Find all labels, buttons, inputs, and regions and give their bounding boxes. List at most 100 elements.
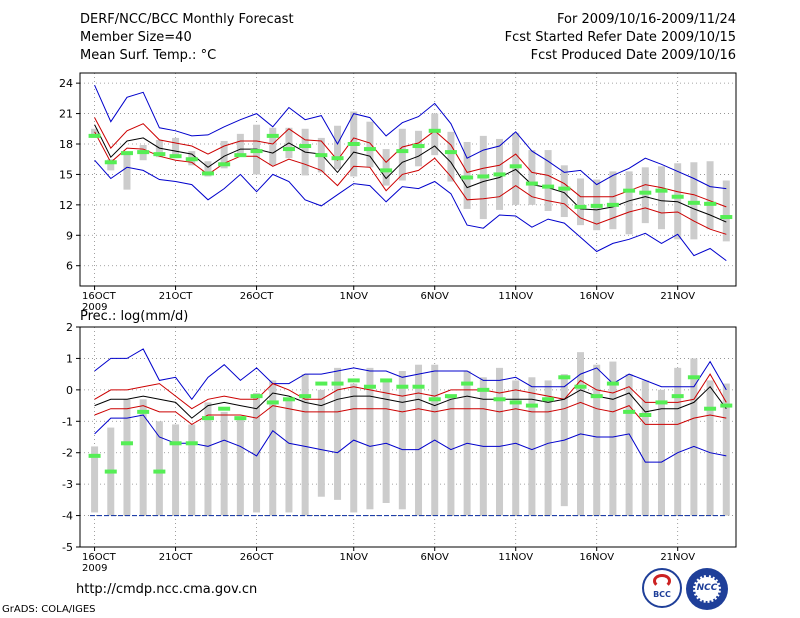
temp-observed-marker bbox=[234, 153, 247, 158]
temp-ytick-label: 24 bbox=[59, 77, 73, 90]
prec-ytick-label: 0 bbox=[66, 384, 73, 397]
prec-observed-marker bbox=[525, 403, 538, 408]
prec-observed-marker bbox=[250, 394, 263, 399]
temp-observed-marker bbox=[671, 194, 684, 199]
temp-spread-box bbox=[609, 171, 617, 230]
prec-observed-marker bbox=[493, 397, 506, 402]
chart-title: DERF/NCC/BCC Monthly Forecast bbox=[80, 12, 294, 27]
prec-observed-marker bbox=[655, 400, 668, 405]
temp-observed-marker bbox=[574, 204, 587, 209]
prec-spread-box bbox=[528, 377, 536, 516]
prec-spread-box bbox=[447, 396, 455, 516]
prec-observed-marker bbox=[639, 413, 652, 417]
temp-observed-marker bbox=[477, 174, 490, 179]
prec-observed-marker bbox=[477, 387, 490, 392]
prec-spread-box bbox=[625, 374, 633, 516]
prec-ytick-label: -2 bbox=[62, 447, 73, 460]
prec-frame bbox=[79, 326, 737, 548]
temp-observed-marker bbox=[185, 157, 198, 162]
temp-observed-marker bbox=[655, 188, 668, 193]
temp-observed-marker bbox=[218, 162, 231, 167]
variable-label: Mean Surf. Temp.: °C bbox=[80, 48, 217, 63]
prec-max-line bbox=[94, 348, 727, 401]
prec-xtick-label: 26OCT bbox=[240, 552, 275, 563]
ncc-logo-globe-icon bbox=[693, 575, 721, 603]
prec-xtick-label: 11NOV bbox=[498, 552, 533, 563]
temp-observed-marker bbox=[461, 175, 474, 180]
temp-spread-box bbox=[220, 140, 228, 169]
prec-spread-box bbox=[317, 389, 325, 497]
temp-observed-marker bbox=[201, 171, 214, 176]
prec-spread-box bbox=[382, 380, 390, 503]
temp-observed-marker bbox=[412, 144, 425, 149]
prec-observed-marker bbox=[266, 400, 279, 405]
prec-year-label: 2009 bbox=[82, 563, 107, 574]
prec-spread-box bbox=[220, 411, 228, 516]
temp-upper-line bbox=[94, 117, 727, 208]
temp-spread-box bbox=[398, 128, 406, 181]
temp-ytick-label: 6 bbox=[66, 260, 73, 273]
prec-spread-box bbox=[674, 367, 682, 516]
prec-spread-box bbox=[398, 371, 406, 510]
temp-xtick-label: 16NOV bbox=[579, 291, 614, 302]
temp-spread-box bbox=[657, 166, 665, 230]
prec-ytick-label: -1 bbox=[62, 415, 73, 428]
temp-ytick-label: 15 bbox=[59, 168, 73, 181]
temp-min-line bbox=[94, 159, 727, 262]
temp-spread-box bbox=[447, 131, 455, 182]
prec-observed-marker bbox=[234, 416, 247, 421]
temp-observed-marker bbox=[606, 202, 619, 207]
temp-spread-box bbox=[123, 154, 131, 190]
prec-ytick-label: -3 bbox=[62, 478, 73, 491]
temp-spread-box bbox=[544, 150, 552, 211]
prec-observed-marker bbox=[315, 381, 328, 386]
started-date: Fcst Started Refer Date 2009/10/15 bbox=[504, 30, 736, 45]
temp-spread-box bbox=[172, 137, 180, 159]
temp-panel: 6 9 12 15 18 21 24 16OCT 21OCT 26OCT 1NOV 6NOV 11NOV… bbox=[59, 72, 737, 313]
prec-spread-box bbox=[269, 380, 277, 516]
temp-observed-marker bbox=[169, 154, 182, 159]
temp-ytick-label: 9 bbox=[66, 229, 73, 242]
prec-xtick-label: 21OCT bbox=[159, 552, 194, 563]
prec-observed-marker bbox=[720, 403, 733, 408]
prec-observed-marker bbox=[185, 441, 198, 446]
prec-observed-marker bbox=[412, 384, 425, 389]
temp-xtick-label: 26OCT bbox=[240, 291, 275, 302]
temp-lower-line bbox=[94, 131, 727, 235]
temp-frame bbox=[79, 72, 737, 287]
prec-observed-marker bbox=[574, 384, 587, 389]
prec-spread-box bbox=[139, 399, 147, 516]
temp-xtick-label: 1NOV bbox=[340, 291, 369, 302]
prec-observed-marker bbox=[542, 397, 555, 402]
temp-observed-marker bbox=[493, 172, 506, 177]
prec-observed-marker bbox=[380, 378, 393, 383]
temp-observed-marker bbox=[396, 149, 409, 154]
prec-observed-marker bbox=[428, 397, 441, 402]
temp-spread-box bbox=[577, 178, 585, 226]
temp-xtick-label: 16OCT bbox=[82, 291, 117, 302]
temp-observed-marker bbox=[623, 188, 636, 193]
temp-xtick-label: 11NOV bbox=[498, 291, 533, 302]
prec-lower-line bbox=[94, 401, 727, 426]
prec-observed-marker bbox=[687, 375, 700, 380]
temp-observed-marker bbox=[104, 160, 117, 165]
prec-observed-marker bbox=[558, 375, 571, 380]
temp-plot-area bbox=[80, 73, 736, 286]
prec-upper-line bbox=[94, 373, 727, 410]
temp-year-label: 2009 bbox=[82, 302, 107, 313]
source-url[interactable]: http://cmdp.ncc.cma.gov.cn bbox=[76, 582, 258, 597]
temp-spread-box bbox=[334, 125, 342, 170]
temp-observed-marker bbox=[639, 190, 652, 195]
temp-observed-marker bbox=[88, 133, 101, 138]
ncc-logo-text: NCC bbox=[696, 583, 718, 593]
prec-spread-box bbox=[366, 367, 374, 510]
temp-spread-box bbox=[269, 127, 277, 166]
prec-spread-box bbox=[204, 402, 212, 516]
prec-spread-box bbox=[236, 418, 244, 516]
temp-spread-box bbox=[415, 130, 423, 167]
temp-observed-marker bbox=[120, 151, 133, 156]
prec-observed-marker bbox=[444, 394, 457, 399]
bcc-logo-swirl-icon bbox=[653, 574, 671, 588]
prec-spread-box bbox=[690, 358, 698, 516]
temp-spread-box bbox=[366, 121, 374, 168]
